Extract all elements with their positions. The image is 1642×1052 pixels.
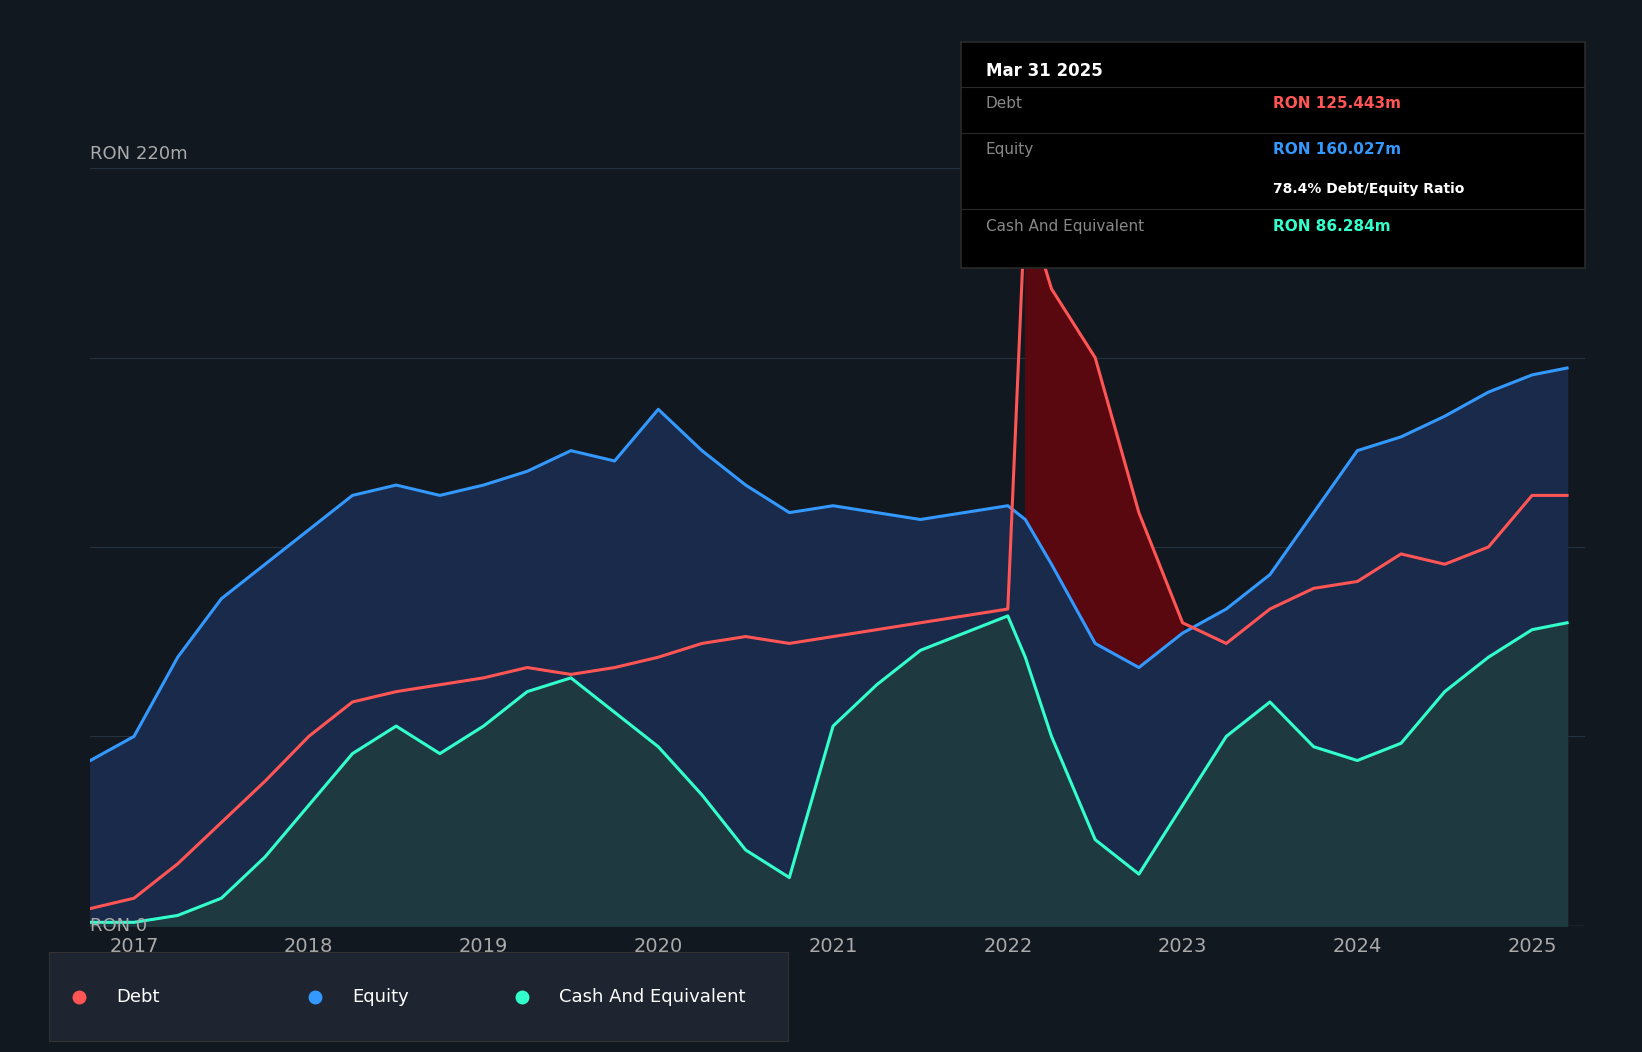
Text: Debt: Debt xyxy=(115,988,159,1006)
Text: RON 125.443m: RON 125.443m xyxy=(1273,97,1401,112)
Text: Equity: Equity xyxy=(351,988,409,1006)
Text: RON 160.027m: RON 160.027m xyxy=(1273,142,1401,157)
Text: RON 220m: RON 220m xyxy=(90,145,187,163)
Text: RON 0: RON 0 xyxy=(90,917,148,935)
Text: Cash And Equivalent: Cash And Equivalent xyxy=(985,219,1144,234)
Text: 78.4% Debt/Equity Ratio: 78.4% Debt/Equity Ratio xyxy=(1273,182,1465,197)
Text: Equity: Equity xyxy=(985,142,1034,157)
Text: Cash And Equivalent: Cash And Equivalent xyxy=(558,988,745,1006)
Text: Debt: Debt xyxy=(985,97,1023,112)
Text: Mar 31 2025: Mar 31 2025 xyxy=(985,62,1102,80)
Text: RON 86.284m: RON 86.284m xyxy=(1273,219,1391,234)
